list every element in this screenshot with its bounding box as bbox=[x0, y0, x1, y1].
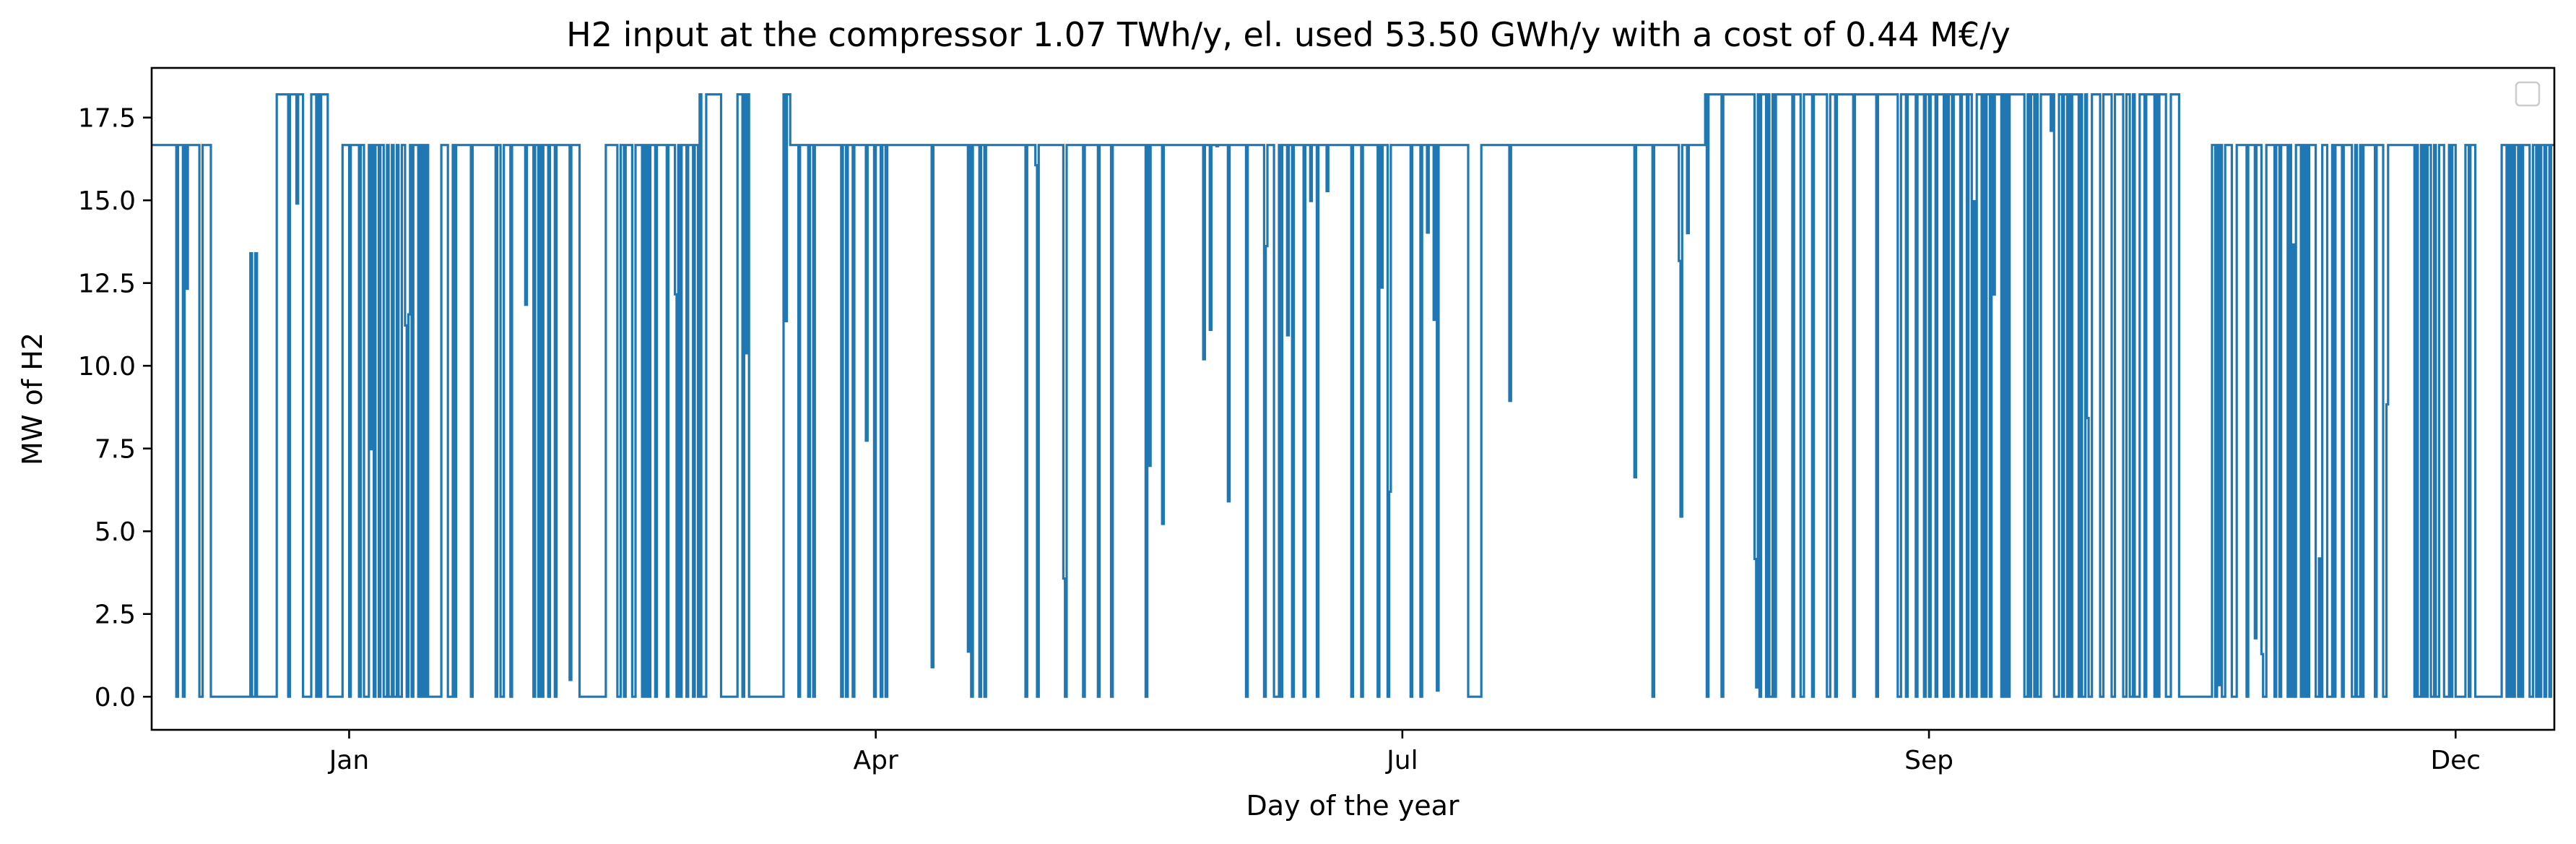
y-tick-label: 12.5 bbox=[78, 270, 136, 299]
y-tick-label: 15.0 bbox=[78, 186, 136, 216]
x-axis-label: Day of the year bbox=[1246, 790, 1459, 822]
x-tick-label: Jan bbox=[328, 746, 370, 775]
y-axis: 0.0 2.5 5.0 7.5 10.0 12.5 15.0 17.5 bbox=[78, 104, 152, 712]
x-tick-label: Sep bbox=[1904, 746, 1953, 775]
plot-frame bbox=[150, 66, 2556, 731]
y-tick-label: 17.5 bbox=[78, 104, 136, 134]
chart-title: H2 input at the compressor 1.07 TWh/y, e… bbox=[566, 15, 2011, 54]
x-tick-label: Jul bbox=[1385, 746, 1418, 775]
x-axis: Jan Apr Jul Sep Dec bbox=[328, 730, 2481, 775]
x-tick-label: Dec bbox=[2430, 746, 2481, 775]
y-tick-label: 2.5 bbox=[95, 600, 136, 630]
plot-area bbox=[152, 93, 2554, 698]
x-tick-label: Apr bbox=[854, 746, 898, 775]
y-tick-label: 0.0 bbox=[95, 683, 136, 712]
y-tick-label: 5.0 bbox=[95, 517, 136, 547]
y-tick-label: 10.0 bbox=[78, 352, 136, 382]
legend-box bbox=[2515, 81, 2541, 107]
y-axis-label: MW of H2 bbox=[17, 332, 48, 465]
y-tick-label: 7.5 bbox=[95, 435, 136, 465]
series-line bbox=[152, 93, 2554, 698]
